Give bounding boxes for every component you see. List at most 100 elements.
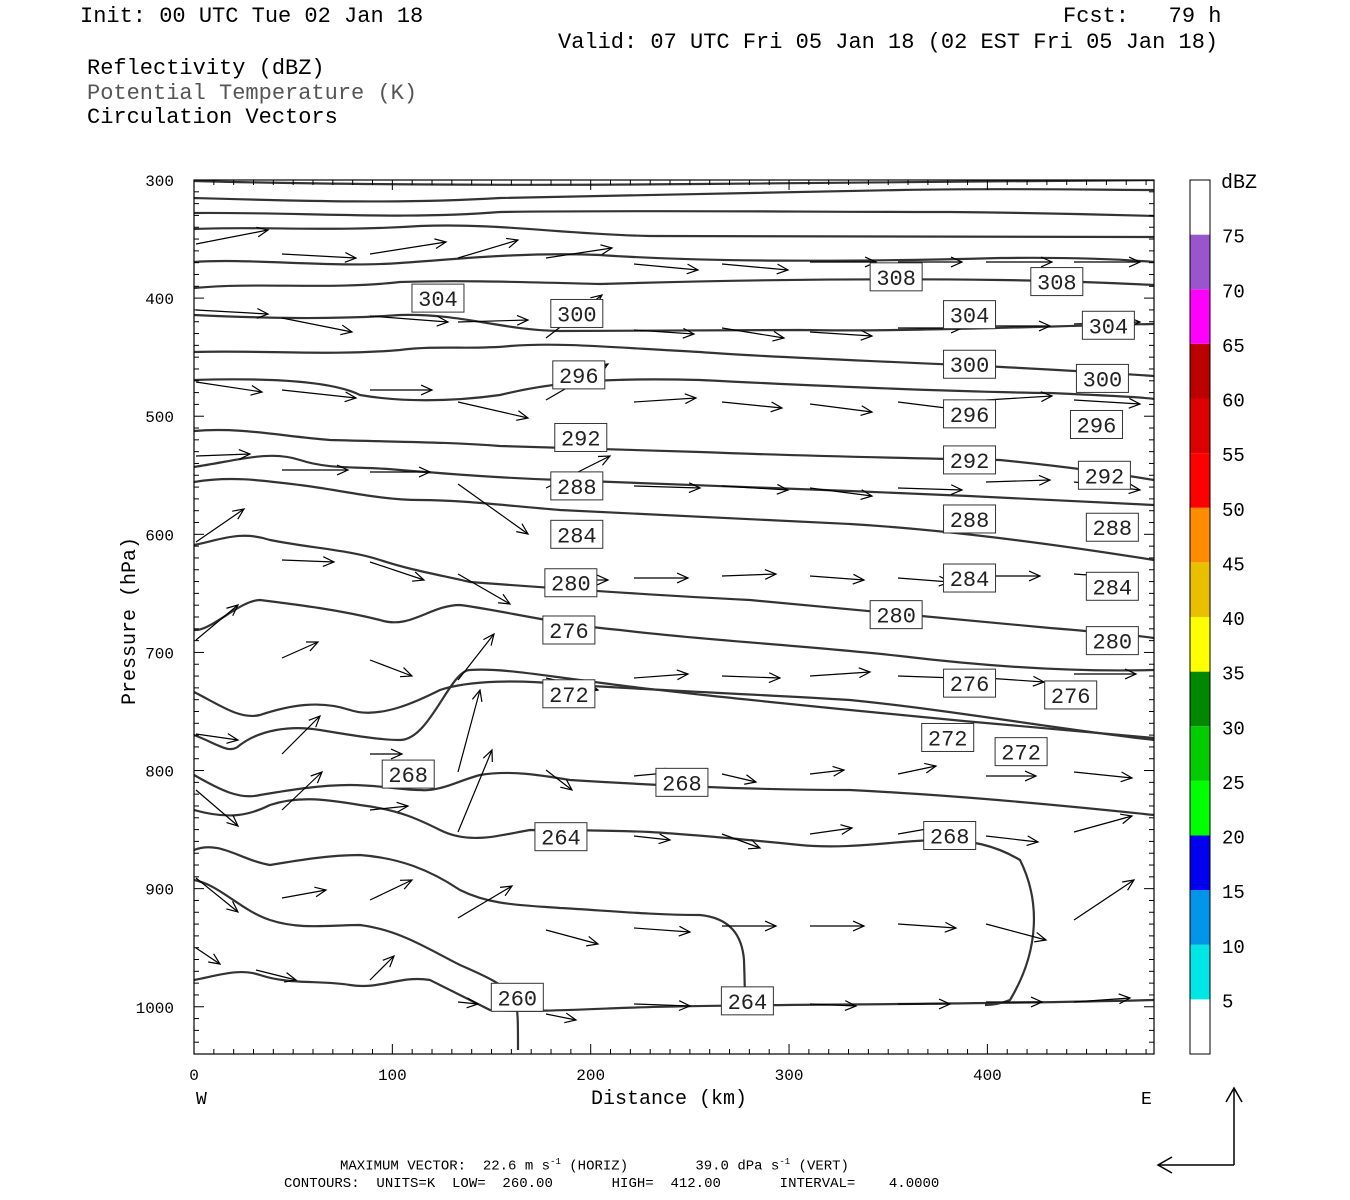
- contour-label-box: [943, 300, 997, 330]
- contour-label: 276: [542, 615, 596, 645]
- vector-arrow: [897, 575, 952, 587]
- contour-label-box: [534, 822, 588, 852]
- init-time: Init: 00 UTC Tue 02 Jan 18: [80, 4, 424, 29]
- contour-label: 308: [1030, 267, 1084, 297]
- vector-head: [924, 762, 938, 774]
- y-tick-label: 600: [145, 527, 174, 545]
- vector-shaft: [545, 247, 613, 259]
- vector-shaft: [985, 835, 1039, 843]
- vector-shaft: [633, 397, 697, 403]
- theta-contour-line: [194, 846, 747, 1009]
- vector-arrow: [282, 464, 350, 476]
- vector-shaft: [1073, 771, 1133, 779]
- contour-label-text: 300: [950, 354, 990, 379]
- vector-shaft: [897, 487, 963, 491]
- vector-head: [434, 238, 448, 250]
- vector-arrow: [633, 393, 698, 405]
- contour-label: 300: [943, 349, 997, 379]
- vector-shaft: [195, 453, 251, 457]
- vector-arrow: [281, 251, 358, 263]
- vector-arrow: [986, 996, 1044, 1008]
- contour-label-box: [1081, 310, 1135, 340]
- contour-label-box: [943, 668, 997, 698]
- vector-arrow: [809, 487, 874, 501]
- vector-arrow: [369, 315, 450, 327]
- contour-label: 288: [1085, 512, 1139, 542]
- vector-head: [314, 886, 328, 898]
- vector-shaft: [1073, 399, 1141, 405]
- contour-label-text: 276: [950, 673, 990, 698]
- vector-arrow: [1073, 993, 1132, 1005]
- contour-label-box: [720, 986, 774, 1016]
- axis-labels: 300 400 500 600 700 800 900 1000 0 100 200 300 400: [136, 173, 1002, 1085]
- contour-label-box: [869, 600, 923, 630]
- vector-shaft: [721, 327, 785, 339]
- vector-head: [466, 997, 480, 1009]
- vector-shaft: [195, 877, 239, 913]
- vector-head: [305, 641, 320, 652]
- vector-shaft: [195, 309, 269, 315]
- vector-arrow: [809, 824, 854, 835]
- vector-arrow: [985, 835, 1040, 847]
- contour-label-text: 288: [950, 509, 990, 534]
- y-tick-label: 900: [145, 882, 174, 900]
- vector-head: [688, 482, 702, 494]
- vector-arrow: [281, 641, 320, 659]
- contour-labels: 308 308 304 304 304 300 300 300 296 296 296 292 292 2…: [381, 262, 1139, 1016]
- contour-label-text: 304: [950, 305, 990, 330]
- vector-shaft: [809, 1003, 857, 1007]
- vector-head: [226, 901, 240, 913]
- vector-head: [678, 925, 692, 937]
- vector-shaft: [195, 381, 263, 393]
- contour-label-text: 288: [557, 476, 597, 501]
- contour-label-box: [869, 262, 923, 292]
- vector-arrow: [810, 256, 878, 268]
- vector-head: [1120, 771, 1134, 783]
- contour-label-text: 280: [1093, 631, 1133, 656]
- vector-shaft: [809, 827, 853, 835]
- contour-label-text: 292: [950, 450, 990, 475]
- colorbar-bin: [1190, 944, 1210, 1000]
- vector-shaft: [1073, 997, 1131, 1003]
- vector-head: [1128, 397, 1142, 409]
- legend-reflectivity: Reflectivity (dBZ): [87, 56, 325, 81]
- colorbar-bin: [1190, 726, 1210, 781]
- vector-shaft: [281, 559, 335, 563]
- vector-arrow: [195, 508, 246, 543]
- vector-shaft: [195, 789, 239, 827]
- vector-arrow: [369, 238, 448, 255]
- vector-shaft: [545, 1013, 577, 1021]
- vector-arrow: [721, 672, 782, 684]
- vector-arrow: [195, 789, 240, 827]
- x-tick-label: 100: [378, 1067, 407, 1085]
- vector-arrow: [281, 317, 354, 336]
- vector-shaft: [809, 671, 871, 677]
- colorbar-label: 20: [1222, 828, 1245, 850]
- vector-head: [382, 954, 396, 968]
- vector-shaft: [897, 765, 937, 775]
- vector-shaft: [457, 1001, 479, 1005]
- vector-arrow: [369, 879, 414, 901]
- contour-label-box: [1085, 512, 1139, 542]
- vector-head: [852, 573, 866, 585]
- vector-head: [498, 593, 512, 605]
- colorbar-label: 60: [1222, 391, 1245, 413]
- vector-arrow: [721, 327, 786, 342]
- vector-arrow: [985, 391, 1054, 403]
- colorbar-frame: [1189, 179, 1211, 1055]
- vector-arrow: [634, 572, 690, 584]
- x-tick-label: 200: [576, 1067, 605, 1085]
- vector-head: [208, 953, 222, 965]
- vector-arrow: [897, 484, 964, 496]
- contour-label: 304: [1081, 310, 1135, 340]
- vector-head: [226, 814, 240, 827]
- vector-shaft: [721, 401, 783, 409]
- vector-head: [1028, 570, 1042, 582]
- vector-shaft: [985, 479, 1051, 483]
- theta-contour-line: [194, 378, 1154, 402]
- colorbar-bin: [1190, 835, 1210, 891]
- y-tick-label: 1000: [136, 1000, 174, 1018]
- vector-shaft: [195, 604, 239, 641]
- valid-time: Valid: 07 UTC Fri 05 Jan 18 (02 EST Fri …: [558, 30, 1219, 55]
- vector-head: [1026, 835, 1040, 847]
